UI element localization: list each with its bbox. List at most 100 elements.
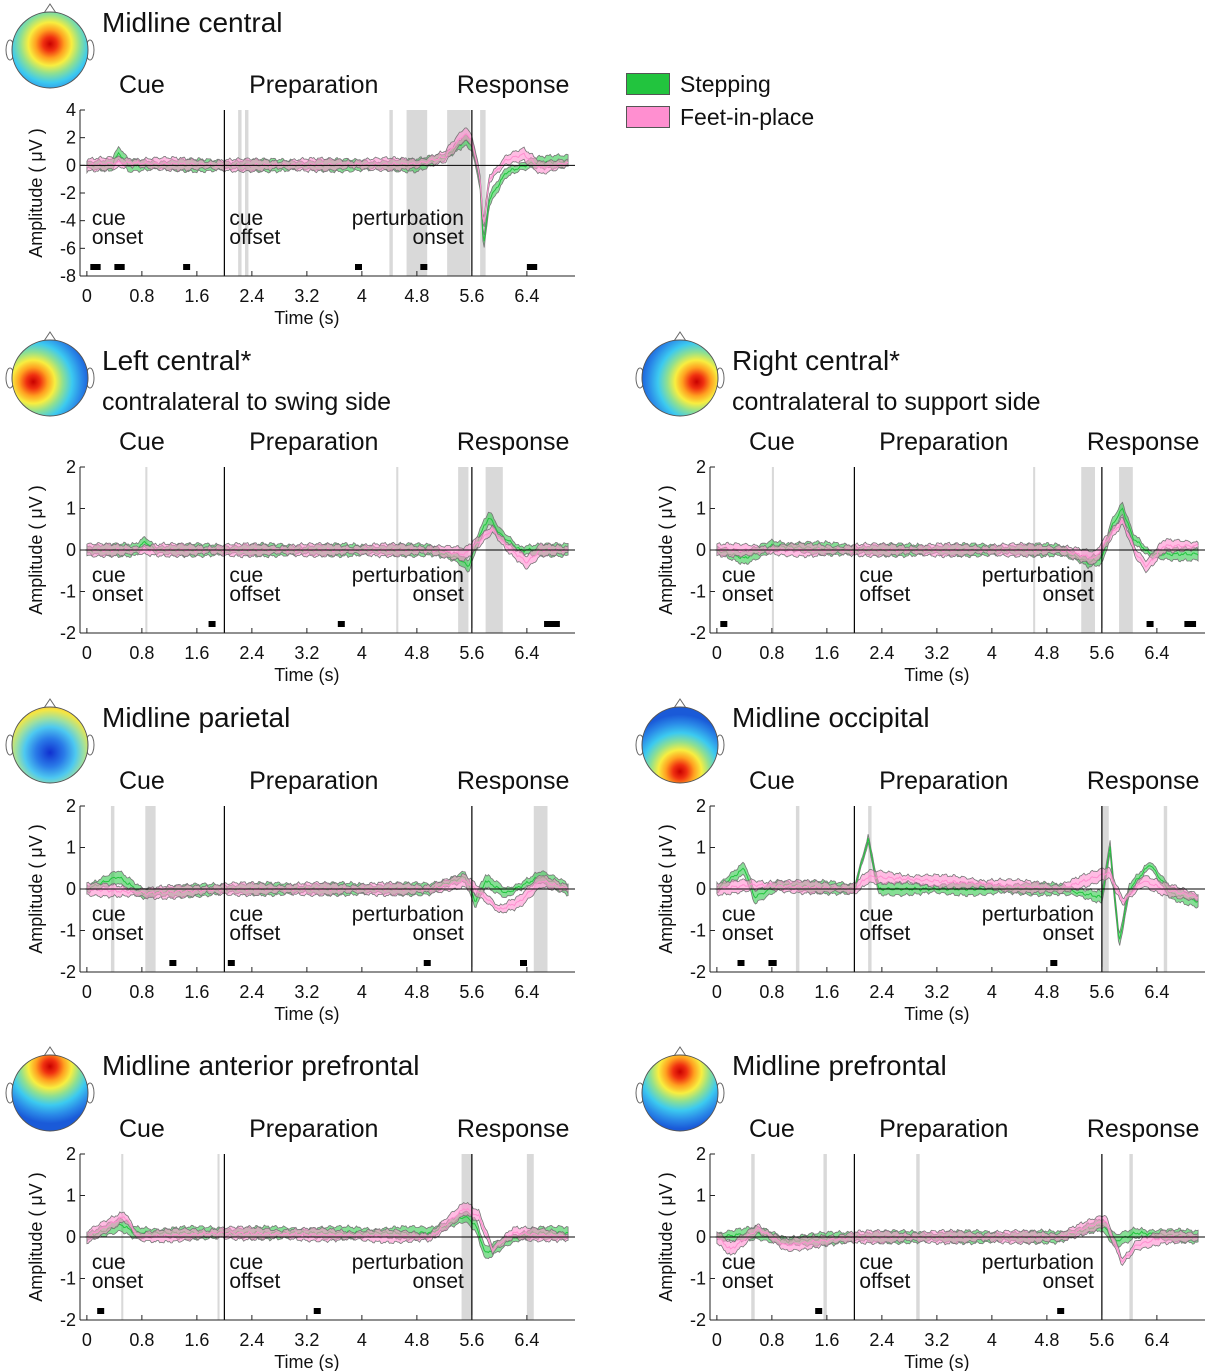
x-tick-label: 6.4 <box>514 286 539 306</box>
topomap-nose <box>43 698 57 709</box>
x-tick-label: 2.4 <box>239 982 264 1002</box>
x-tick-label: 2.4 <box>869 1330 894 1350</box>
y-tick-label: 0 <box>696 1227 706 1247</box>
x-tick-label: 4.8 <box>404 643 429 663</box>
event-label-cue: cue <box>859 564 893 587</box>
x-tick-label: 4.8 <box>404 1330 429 1350</box>
x-tick-label: 6.4 <box>514 643 539 663</box>
x-tick-label: 4 <box>357 286 367 306</box>
sig-bar <box>90 264 101 270</box>
x-axis-label: Time (s) <box>274 665 339 685</box>
event-label-cue: cue <box>859 1251 893 1274</box>
sig-bar <box>337 621 345 627</box>
x-tick-label: 6.4 <box>514 1330 539 1350</box>
phase-label: Cue <box>749 767 795 795</box>
y-tick-label: 2 <box>66 457 76 477</box>
phase-label: Cue <box>119 1115 165 1143</box>
panel-3: Midline parietal Cue Preparation Response 2 1… <box>5 698 575 1024</box>
x-tick-label: 5.6 <box>459 1330 484 1350</box>
sig-bar <box>768 960 777 966</box>
x-tick-label: 3.2 <box>924 1330 949 1350</box>
x-axis-label: Time (s) <box>904 665 969 685</box>
legend-swatch-stepping <box>626 73 670 95</box>
event-label-perturbation: perturbation <box>982 1251 1094 1274</box>
panel-4: Midline occipital Cue Preparation Response 2… <box>635 698 1205 1024</box>
phase-label: Preparation <box>249 71 378 99</box>
legend-label-feet-in-place: Feet-in-place <box>680 104 815 130</box>
y-tick-label: -1 <box>60 921 76 941</box>
sig-bar <box>183 264 191 270</box>
x-tick-label: 5.6 <box>459 982 484 1002</box>
event-label-onset: onset <box>92 922 144 945</box>
y-tick-label: -8 <box>60 266 76 286</box>
topomap-head <box>11 11 89 89</box>
x-tick-label: 2.4 <box>239 286 264 306</box>
topomap-head <box>11 706 89 784</box>
x-tick-label: 6.4 <box>1144 1330 1169 1350</box>
phase-label: Cue <box>119 428 165 456</box>
y-tick-label: 2 <box>696 1144 706 1164</box>
y-axis-label: Amplitude ( μV ) <box>26 824 46 953</box>
event-label-onset: onset <box>92 583 144 606</box>
topomap-nose <box>673 1046 687 1057</box>
y-tick-label: -1 <box>690 921 706 941</box>
legend-swatch-feet-in-place <box>626 106 670 128</box>
x-tick-label: 0 <box>82 643 92 663</box>
phase-label: Cue <box>119 71 165 99</box>
x-tick-label: 3.2 <box>924 643 949 663</box>
series-band-feet-in-place <box>716 1215 1199 1267</box>
phase-label: Preparation <box>249 428 378 456</box>
y-tick-label: -1 <box>60 1269 76 1289</box>
sig-bar <box>114 264 125 270</box>
y-tick-label: 1 <box>66 1186 76 1206</box>
x-tick-label: 0 <box>712 982 722 1002</box>
sig-bar <box>423 960 431 966</box>
x-axis-label: Time (s) <box>274 1004 339 1024</box>
panel-0: Midline central Cue Preparation Response 4 2 0… <box>5 3 575 328</box>
sig-bar <box>1146 621 1154 627</box>
panel-1: Left central* contralateral to swing side… <box>5 331 575 685</box>
topomap-head <box>641 1054 719 1132</box>
x-axis-label: Time (s) <box>904 1004 969 1024</box>
y-tick-label: -2 <box>60 183 76 203</box>
x-tick-label: 0 <box>82 1330 92 1350</box>
event-label-cue: cue <box>722 564 756 587</box>
x-tick-label: 4 <box>357 643 367 663</box>
x-tick-label: 1.6 <box>814 982 839 1002</box>
x-tick-label: 5.6 <box>1089 1330 1114 1350</box>
series-band-feet-in-place <box>86 1201 569 1256</box>
x-tick-label: 4.8 <box>1034 982 1059 1002</box>
y-axis-label: Amplitude ( μV ) <box>26 128 46 257</box>
phase-label: Preparation <box>879 767 1008 795</box>
y-tick-label: 1 <box>696 838 706 858</box>
phase-label: Response <box>1087 428 1200 456</box>
event-label-onset: onset <box>722 1270 774 1293</box>
event-label-onset: onset <box>1043 583 1095 606</box>
y-tick-label: 0 <box>66 540 76 560</box>
x-tick-label: 3.2 <box>294 1330 319 1350</box>
topomap-head <box>11 339 89 417</box>
panel-title: Left central* <box>102 345 252 376</box>
x-tick-label: 1.6 <box>184 643 209 663</box>
y-tick-label: 0 <box>696 879 706 899</box>
event-label-perturbation: perturbation <box>982 903 1094 926</box>
phase-label: Preparation <box>879 1115 1008 1143</box>
x-tick-label: 0.8 <box>759 982 784 1002</box>
y-tick-label: 2 <box>696 457 706 477</box>
event-label-onset: onset <box>92 1270 144 1293</box>
x-tick-label: 1.6 <box>814 643 839 663</box>
panel-6: Midline prefrontal Cue Preparation Response… <box>635 1046 1205 1371</box>
x-tick-label: 0.8 <box>129 982 154 1002</box>
legend-label-stepping: Stepping <box>680 71 771 97</box>
event-label-perturbation: perturbation <box>352 903 464 926</box>
event-label-onset: onset <box>92 226 144 249</box>
event-label-perturbation: perturbation <box>352 207 464 230</box>
x-tick-label: 2.4 <box>869 643 894 663</box>
sig-shade <box>245 110 249 276</box>
x-tick-label: 4 <box>357 1330 367 1350</box>
phase-label: Cue <box>119 767 165 795</box>
sig-bar <box>420 264 428 270</box>
x-tick-label: 0 <box>712 643 722 663</box>
event-label-cue: cue <box>229 564 263 587</box>
y-tick-label: -2 <box>60 623 76 643</box>
